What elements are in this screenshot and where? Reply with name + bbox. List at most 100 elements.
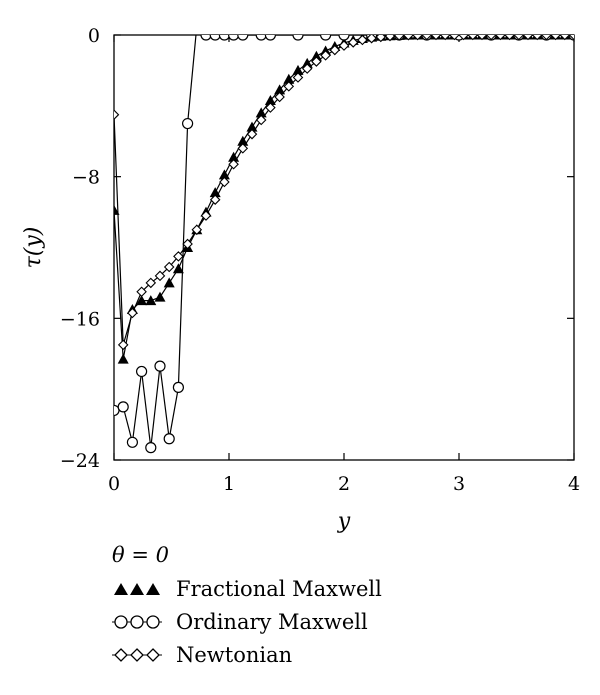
- data-point: [237, 35, 249, 41]
- data-point: [467, 35, 479, 41]
- data-point: [228, 35, 240, 41]
- data-point: [117, 353, 129, 364]
- data-point: [476, 35, 488, 41]
- data-point: [154, 291, 166, 302]
- data-point: [320, 50, 331, 61]
- legend: θ = 0 Fractional Maxwell Ordinary Maxwel…: [112, 538, 382, 671]
- data-point: [145, 295, 157, 306]
- data-point: [329, 44, 341, 56]
- chart-svg: 0 1 2 3 4 0 −8 −16 −24 y τ(y): [21, 21, 580, 534]
- series-newtonian: [114, 35, 574, 351]
- data-point: [310, 50, 322, 61]
- data-point: [172, 263, 184, 274]
- series-fractional-maxwell: [114, 35, 574, 364]
- data-point: [182, 117, 194, 130]
- legend-label: Fractional Maxwell: [176, 576, 382, 601]
- data-point: [366, 35, 377, 44]
- data-point: [522, 35, 534, 41]
- data-point: [384, 35, 396, 42]
- data-point: [568, 35, 574, 41]
- data-point: [145, 277, 157, 289]
- data-point: [292, 72, 304, 83]
- data-point: [163, 277, 175, 288]
- data-point: [154, 360, 166, 372]
- data-point: [292, 35, 304, 41]
- data-point: [264, 95, 276, 106]
- data-point: [541, 35, 552, 41]
- open-circle-marker-icon: [112, 614, 162, 629]
- data-point: [347, 37, 359, 48]
- data-point: [218, 35, 230, 41]
- data-point: [301, 63, 313, 74]
- data-point: [136, 295, 148, 306]
- data-point: [393, 35, 405, 41]
- data-point: [219, 176, 230, 188]
- x-tick-label: 2: [338, 473, 350, 495]
- legend-label: Newtonian: [176, 642, 293, 667]
- open-diamond-marker-icon: [112, 647, 162, 662]
- series-line: [114, 35, 574, 360]
- legend-item-fractional-maxwell: Fractional Maxwell: [112, 572, 382, 605]
- data-point: [338, 40, 350, 51]
- data-point: [209, 194, 221, 205]
- plot-area: 0 1 2 3 4 0 −8 −16 −24: [60, 21, 580, 495]
- x-tick-label: 3: [453, 473, 465, 495]
- data-point: [412, 35, 423, 41]
- data-point: [255, 107, 267, 118]
- data-point: [338, 35, 350, 41]
- data-point: [126, 436, 138, 448]
- series-ordinary-maxwell: [114, 21, 574, 454]
- y-axis-label: τ(y): [21, 227, 46, 269]
- data-point: [513, 35, 525, 41]
- data-point: [136, 365, 148, 378]
- data-point: [301, 57, 313, 68]
- data-point: [550, 35, 561, 41]
- data-point: [255, 35, 267, 41]
- data-point: [320, 35, 332, 41]
- data-point: [154, 270, 166, 282]
- data-point: [311, 56, 322, 67]
- data-point: [163, 433, 175, 445]
- data-point: [283, 73, 295, 84]
- series-line: [114, 35, 574, 346]
- data-point: [449, 35, 460, 41]
- data-point: [357, 35, 368, 46]
- y-tick-label: 0: [88, 25, 100, 47]
- data-point: [439, 35, 451, 41]
- data-point: [458, 35, 469, 41]
- data-point: [430, 35, 442, 41]
- data-point: [495, 35, 506, 41]
- data-point: [403, 35, 414, 41]
- data-point: [283, 81, 295, 92]
- series-layer: [114, 21, 574, 454]
- data-point: [173, 251, 184, 262]
- data-point: [264, 35, 276, 41]
- data-point: [504, 35, 515, 41]
- data-point: [200, 210, 212, 221]
- data-point: [136, 286, 147, 298]
- data-point: [375, 35, 387, 43]
- data-point: [274, 84, 286, 95]
- data-point: [274, 91, 285, 103]
- data-point: [209, 35, 221, 41]
- data-point: [114, 109, 120, 120]
- filled-triangle-marker-icon: [114, 582, 160, 595]
- data-point: [485, 35, 497, 41]
- data-point: [292, 64, 304, 75]
- data-point: [255, 114, 267, 126]
- legend-item-ordinary-maxwell: Ordinary Maxwell: [112, 605, 382, 638]
- axis-ticks: 0 1 2 3 4 0 −8 −16 −24: [60, 25, 580, 495]
- x-tick-label: 1: [223, 473, 235, 495]
- y-tick-label: −24: [60, 450, 100, 472]
- data-point: [172, 381, 184, 393]
- legend-label: Ordinary Maxwell: [176, 609, 368, 634]
- data-point: [237, 143, 249, 154]
- data-point: [127, 307, 138, 319]
- data-point: [246, 128, 258, 140]
- data-point: [163, 261, 175, 273]
- data-point: [531, 35, 543, 41]
- data-point: [191, 224, 203, 236]
- data-point: [182, 238, 193, 250]
- data-point: [192, 21, 202, 31]
- data-point: [145, 442, 157, 454]
